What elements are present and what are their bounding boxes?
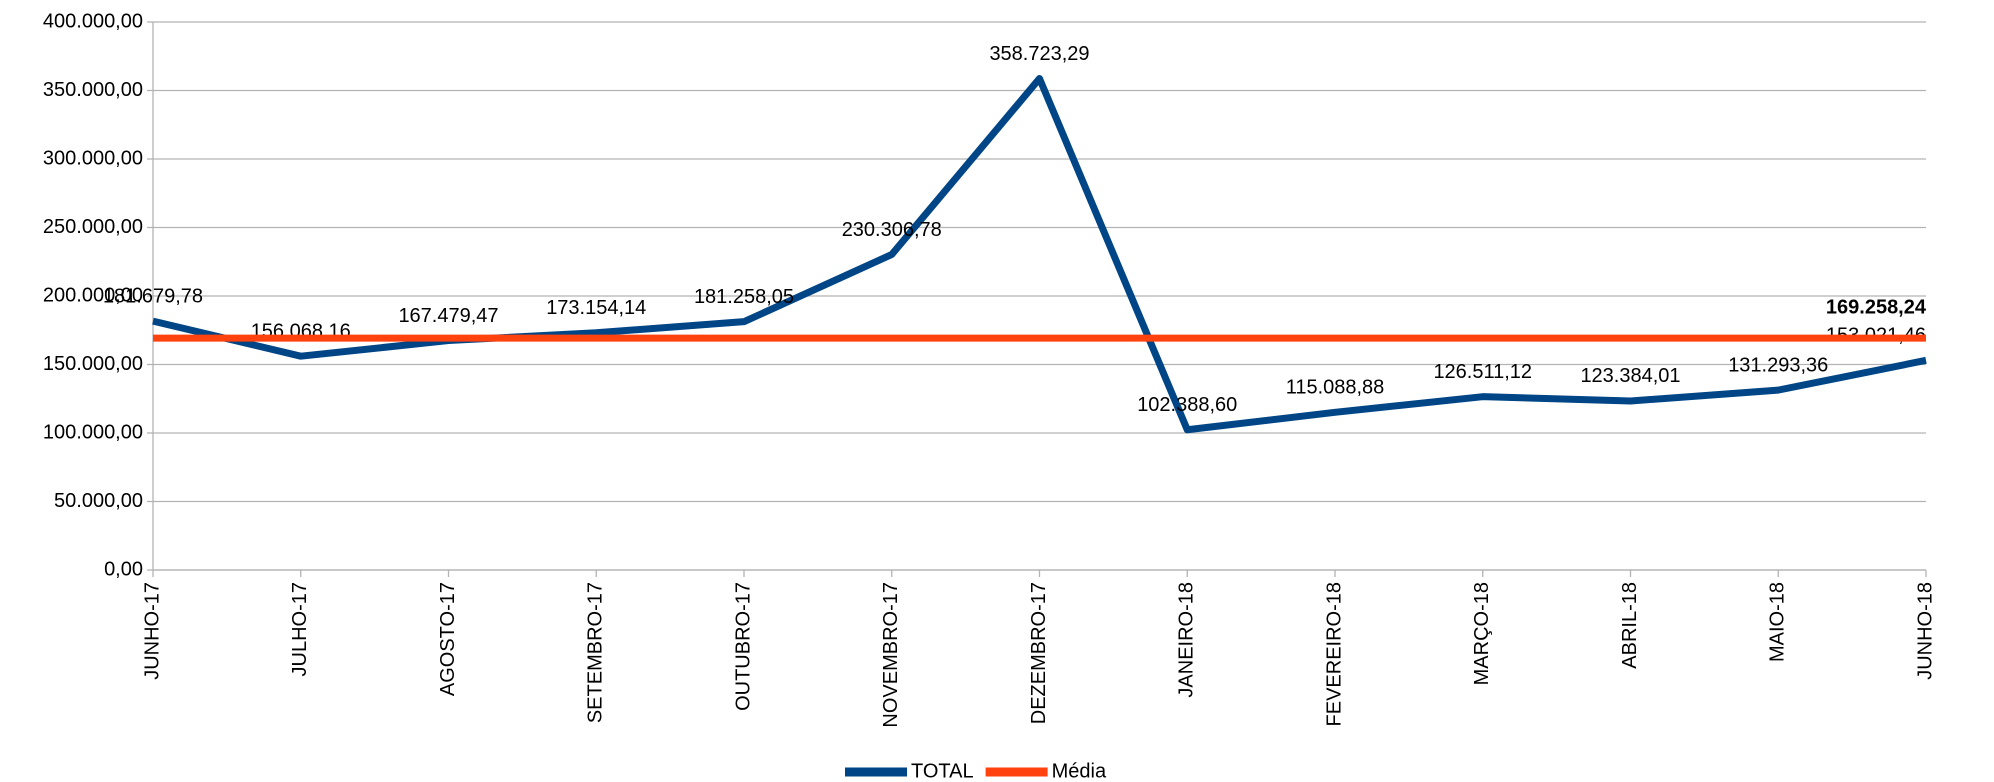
data-label: 181.679,78 bbox=[103, 285, 203, 307]
y-tick-label: 300.000,00 bbox=[43, 147, 143, 169]
x-tick-label: FEVEREIRO-18 bbox=[1323, 582, 1345, 726]
data-label: 181.258,05 bbox=[694, 286, 794, 308]
y-tick-label: 50.000,00 bbox=[54, 490, 143, 512]
data-label: 102.388,60 bbox=[1137, 394, 1237, 416]
data-label: 230.306,78 bbox=[842, 219, 942, 241]
x-tick-label: NOVEMBRO-17 bbox=[880, 582, 902, 728]
data-label: 115.088,88 bbox=[1286, 377, 1385, 399]
x-tick-label: MAIO-18 bbox=[1767, 582, 1789, 662]
x-tick-label: OUTUBRO-17 bbox=[732, 582, 754, 711]
data-label: 126.511,12 bbox=[1433, 361, 1532, 383]
x-tick-label: ABRIL-18 bbox=[1619, 582, 1641, 669]
data-label: 167.479,47 bbox=[398, 305, 498, 327]
x-tick-label: MARÇO-18 bbox=[1471, 582, 1493, 685]
x-tick-label: JUNHO-17 bbox=[141, 582, 163, 680]
legend-label: TOTAL bbox=[911, 760, 974, 782]
y-tick-label: 350.000,00 bbox=[43, 79, 143, 101]
y-tick-label: 0,00 bbox=[104, 558, 143, 580]
y-tick-label: 400.000,00 bbox=[43, 10, 143, 32]
x-tick-label: JANEIRO-18 bbox=[1176, 582, 1198, 698]
x-tick-label: SETEMBRO-17 bbox=[585, 582, 607, 723]
legend-label: Média bbox=[1052, 760, 1107, 782]
data-label: 173.154,14 bbox=[546, 297, 646, 319]
x-tick-label: JULHO-17 bbox=[289, 582, 311, 676]
y-tick-label: 150.000,00 bbox=[43, 353, 143, 375]
x-tick-label: AGOSTO-17 bbox=[437, 582, 459, 696]
y-tick-label: 200.000,00 bbox=[43, 284, 143, 306]
data-label: 358.723,29 bbox=[989, 43, 1089, 65]
y-tick-label: 100.000,00 bbox=[43, 421, 143, 443]
y-tick-label: 250.000,00 bbox=[43, 216, 143, 238]
x-tick-label: DEZEMBRO-17 bbox=[1028, 582, 1050, 724]
data-label: 169.258,24 bbox=[1826, 296, 1927, 318]
x-tick-label: JUNHO-18 bbox=[1914, 582, 1936, 680]
data-label: 131.293,36 bbox=[1728, 354, 1828, 376]
data-label: 123.384,01 bbox=[1580, 365, 1680, 387]
